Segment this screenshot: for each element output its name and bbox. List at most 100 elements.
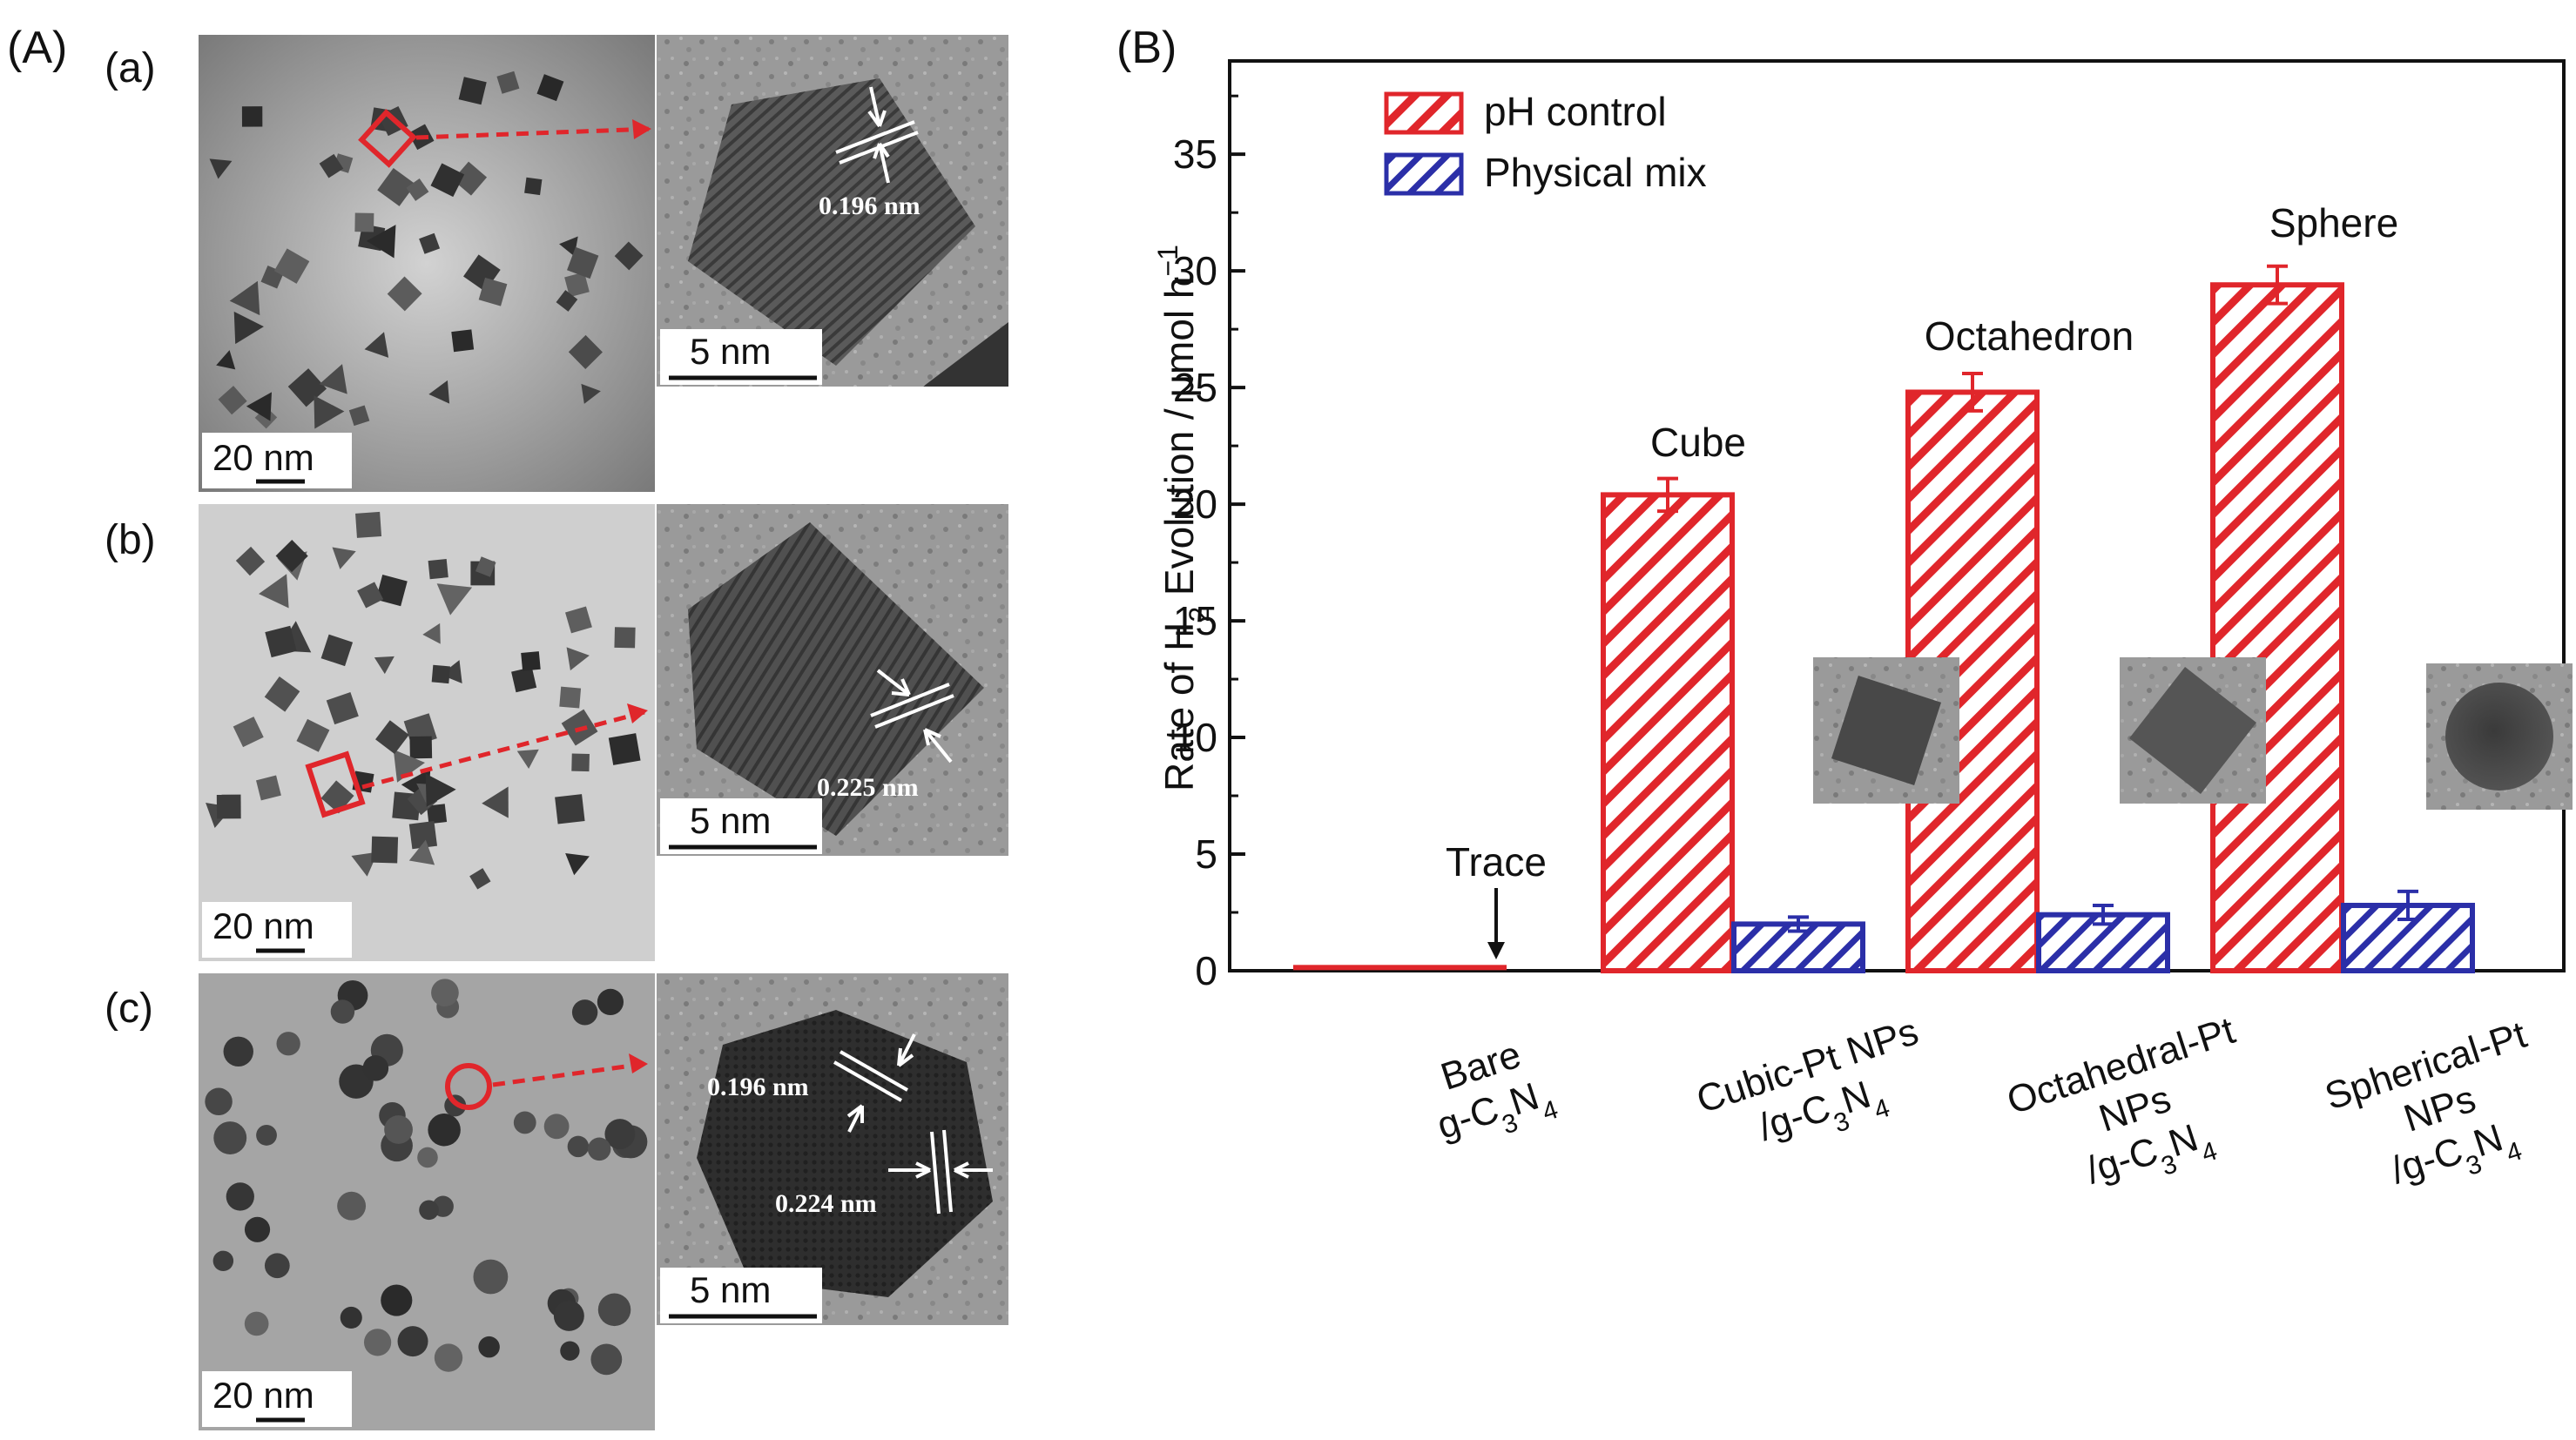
nanoparticle [419, 232, 441, 254]
nanoparticle [614, 627, 636, 649]
nanoparticle [256, 1124, 277, 1146]
nanoparticle [516, 749, 539, 770]
nanoparticle [337, 1191, 367, 1221]
inset-particle [2129, 667, 2256, 794]
nanoparticle [330, 999, 355, 1024]
category-label: Cubic-Pt NPs/g-C3N4 [1691, 1010, 1941, 1176]
nanoparticle [377, 168, 416, 206]
nanoparticle [216, 350, 236, 370]
legend-label: pH control [1484, 89, 1667, 134]
nanoparticle [223, 1036, 253, 1067]
nanoparticle [265, 625, 297, 658]
nanoparticle [246, 392, 272, 421]
nanoparticle [320, 634, 354, 667]
nanoparticle [565, 606, 592, 634]
nanoparticle [366, 225, 396, 259]
y-tick-label: 15 [1173, 598, 1217, 643]
nanoparticle [571, 753, 590, 772]
nanoparticle [568, 334, 603, 369]
micrograph-b-overview: 20 nm [199, 504, 655, 961]
nanoparticle [524, 177, 543, 196]
nanoparticle [357, 582, 384, 609]
nanoparticle [566, 647, 590, 671]
nanoparticle [597, 988, 624, 1015]
bar [1731, 915, 1865, 974]
nanoparticles-b [206, 511, 641, 890]
lattice-spacing-a: 0.196 nm [819, 192, 920, 220]
nanoparticle [216, 794, 241, 819]
hrtem-scale-label-a: 5 nm [690, 331, 771, 372]
bar [1601, 476, 1735, 973]
nanoparticle [351, 851, 378, 877]
nanoparticle [296, 718, 330, 752]
overview-scale-label-b: 20 nm [212, 905, 314, 946]
nanoparticle [393, 749, 426, 783]
row-a-label: (a) [105, 45, 156, 91]
nanoparticle [212, 1250, 234, 1272]
nanoparticle [567, 246, 599, 279]
nanoparticle [381, 1284, 413, 1316]
nanoparticle [560, 1341, 580, 1361]
nanoparticle [354, 212, 374, 232]
nanoparticle [608, 733, 641, 765]
nanoparticle [363, 1329, 392, 1356]
inset-micrograph [1813, 657, 1959, 804]
nanoparticle [567, 1135, 590, 1158]
zoom-arrowhead-a [632, 119, 651, 139]
legend-swatch [1384, 152, 1464, 196]
micrograph-c-hrtem: 0.196 nm 0.224 nm 5 nm [657, 973, 1008, 1325]
nanoparticle [482, 786, 509, 818]
nanoparticle [332, 547, 356, 569]
lattice-spacing-c1: 0.196 nm [707, 1073, 809, 1101]
nanoparticle [408, 821, 438, 850]
bar-fill [1601, 492, 1735, 973]
panel-a-label: (A) [7, 23, 67, 73]
nanoparticle [374, 656, 394, 675]
hrtem-scale-label-c: 5 nm [690, 1269, 771, 1310]
annotation-arrowhead [1487, 942, 1505, 959]
inset-particle [2445, 683, 2553, 791]
micrograph-b-hrtem: 0.225 nm 5 nm [657, 504, 1008, 856]
nanoparticle [218, 386, 247, 415]
nanoparticle [387, 276, 422, 312]
nanoparticle [581, 383, 601, 404]
category-label: Spherical-PtNPs/g-C3N4 [2320, 1013, 2563, 1215]
nanoparticle [590, 1343, 623, 1376]
nanoparticle [614, 241, 644, 271]
nanoparticle [428, 558, 448, 580]
bar-trace [1293, 965, 1507, 971]
plot-frame [1228, 59, 2566, 972]
y-tick-label: 5 [1195, 831, 1217, 877]
hrtem-scale-label-b: 5 nm [690, 800, 771, 841]
nanoparticle [559, 686, 582, 709]
nanoparticle [375, 720, 409, 754]
nanoparticle [397, 1326, 428, 1357]
nanoparticle [233, 717, 264, 748]
selection-marker-c [445, 1063, 492, 1110]
legend-swatch [1384, 91, 1464, 135]
nanoparticle [314, 395, 345, 429]
bar-fill [2210, 282, 2344, 973]
nanoparticle [348, 405, 370, 427]
nanoparticle [543, 1114, 570, 1140]
nanoparticle [478, 277, 508, 306]
nanoparticle [521, 651, 541, 671]
bar-chart: 0 5 10 15 20 25 30 35 Rate of H2 Evolution / μmo… [1152, 59, 2573, 1215]
nanoparticle [409, 736, 433, 759]
nanoparticle [458, 77, 487, 105]
nanoparticle [384, 1115, 413, 1144]
nanoparticle [427, 804, 448, 824]
nanoparticle [422, 622, 441, 644]
nanoparticle [428, 380, 450, 404]
nanoparticle [319, 153, 344, 178]
y-tick-label: 25 [1173, 365, 1217, 410]
nanoparticle [326, 692, 359, 725]
nanoparticle [473, 1259, 509, 1295]
nanoparticle [276, 1032, 300, 1056]
nanoparticle [430, 163, 465, 198]
nanoparticle [241, 106, 263, 127]
nanoparticle [362, 1055, 389, 1081]
nanoparticles-a [209, 71, 644, 429]
bar [2341, 889, 2475, 974]
nanoparticle [209, 158, 233, 179]
